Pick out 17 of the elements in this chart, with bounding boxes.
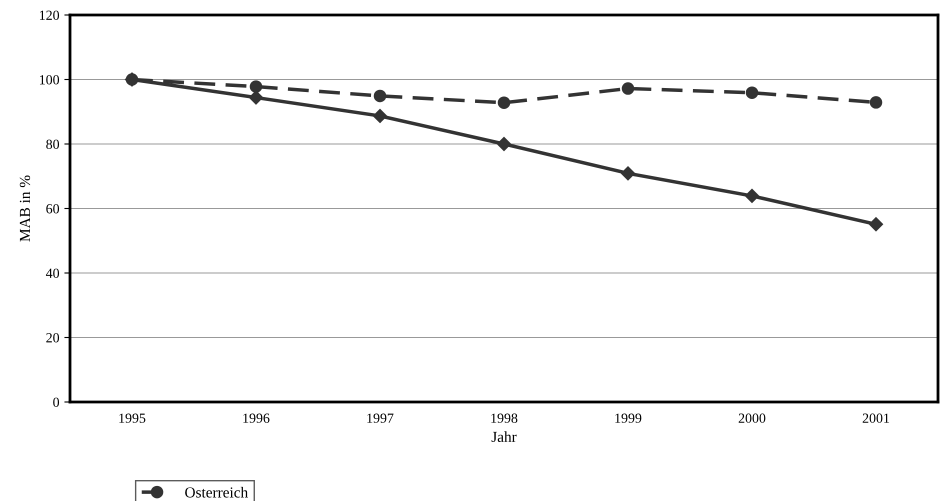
- x-tick-label: 1998: [491, 414, 518, 423]
- y-tick-label: 0: [53, 398, 60, 407]
- y-axis-title: MAB in %: [20, 175, 30, 242]
- x-tick-label: 2001: [862, 414, 890, 423]
- y-tick-label: 40: [46, 268, 60, 278]
- y-tick-label: 80: [46, 140, 60, 149]
- y-tick-label: 60: [46, 204, 60, 214]
- y-tick-label: 20: [46, 333, 60, 342]
- legend-label: Osterreich: [185, 486, 248, 498]
- y-tick-label: 120: [40, 10, 60, 20]
- x-axis-title: Jahr: [492, 431, 517, 442]
- y-tick-label: 100: [40, 75, 60, 84]
- x-tick-label: 2000: [738, 414, 766, 423]
- x-tick-label: 1996: [243, 414, 270, 423]
- x-tick-label: 1997: [367, 414, 394, 423]
- x-tick-label: 1995: [119, 414, 146, 423]
- x-tick-label: 1999: [615, 414, 642, 423]
